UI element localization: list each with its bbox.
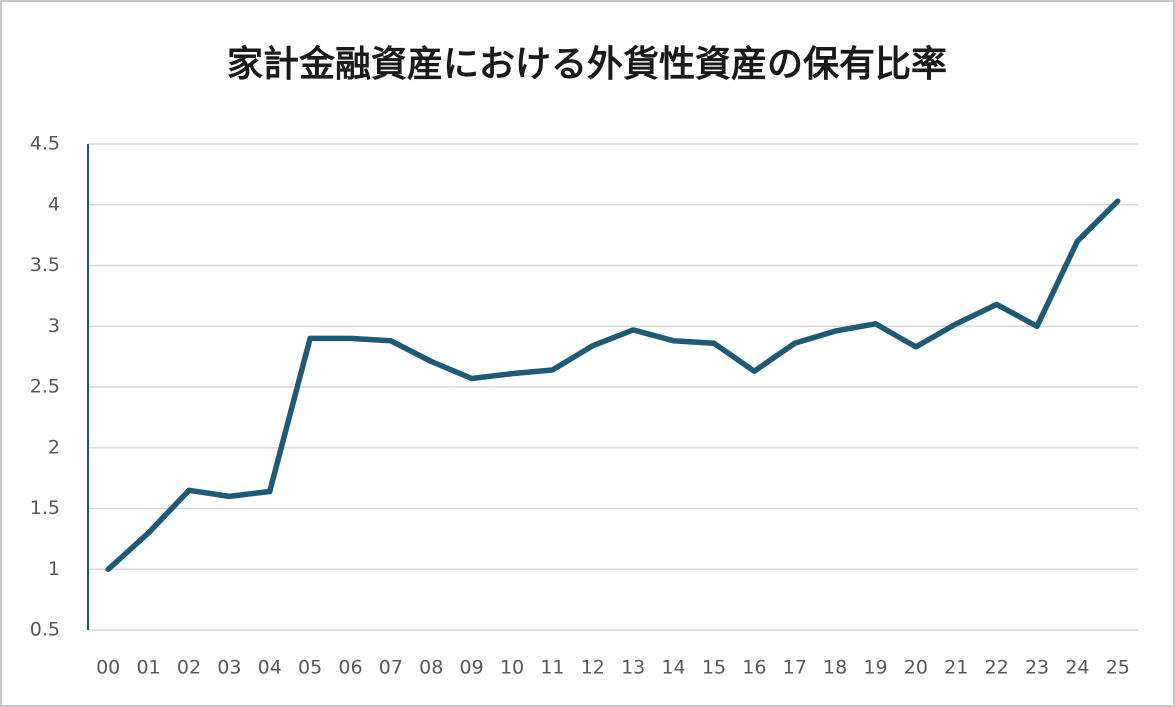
x-tick-label: 02: [177, 657, 201, 679]
x-tick-label: 08: [419, 657, 443, 679]
y-tick-label: 0.5: [30, 619, 60, 641]
x-tick-label: 22: [985, 657, 1009, 679]
x-tick-label: 05: [298, 657, 322, 679]
x-tick-label: 23: [1025, 657, 1049, 679]
x-tick-label: 13: [621, 657, 645, 679]
y-tick-label: 1: [48, 558, 60, 580]
x-tick-label: 07: [379, 657, 403, 679]
chart-title: 家計金融資産における外貨性資産の保有比率: [227, 43, 947, 85]
x-tick-label: 01: [136, 657, 160, 679]
x-tick-label: 19: [863, 657, 887, 679]
x-tick-label: 12: [581, 657, 605, 679]
x-tick-label: 03: [217, 657, 241, 679]
y-tick-label: 3: [48, 315, 60, 337]
x-tick-label: 15: [702, 657, 726, 679]
y-tick-label: 2: [48, 436, 60, 458]
x-tick-label: 24: [1065, 657, 1089, 679]
x-tick-label: 06: [338, 657, 362, 679]
x-tick-label: 11: [540, 657, 564, 679]
y-tick-label: 1.5: [30, 497, 60, 519]
x-tick-label: 14: [661, 657, 685, 679]
x-tick-label: 18: [823, 657, 847, 679]
y-tick-label: 2.5: [30, 376, 60, 398]
x-tick-label: 20: [904, 657, 928, 679]
x-tick-label: 16: [742, 657, 766, 679]
x-tick-label: 00: [96, 657, 120, 679]
y-tick-label: 4.5: [30, 133, 60, 155]
data-line: [105, 198, 1121, 573]
y-tick-label: 4: [48, 193, 60, 215]
x-tick-label: 04: [258, 657, 282, 679]
x-tick-label: 21: [944, 657, 968, 679]
y-tick-label: 3.5: [30, 254, 60, 276]
x-tick-label: 10: [500, 657, 524, 679]
x-tick-label: 25: [1106, 657, 1130, 679]
x-tick-label: 17: [783, 657, 807, 679]
x-tick-label: 09: [460, 657, 484, 679]
